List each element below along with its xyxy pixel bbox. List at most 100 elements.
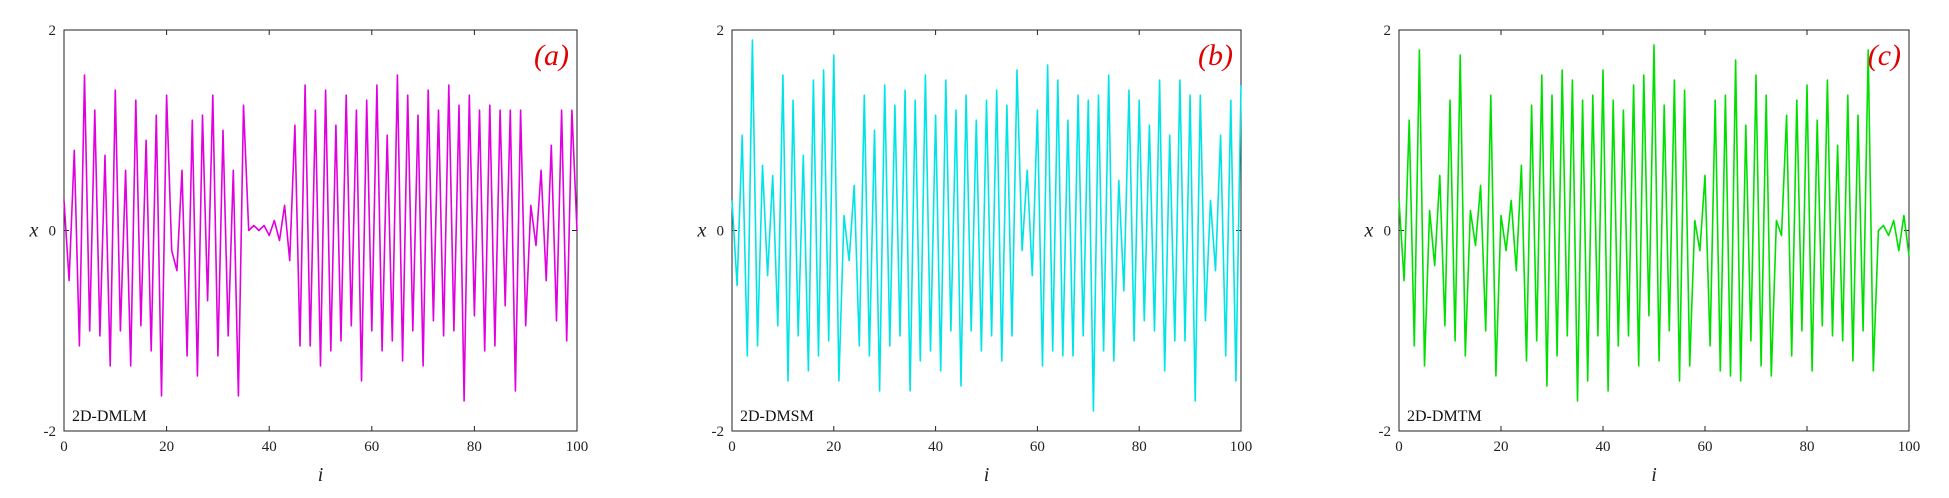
data-point <box>1174 340 1176 342</box>
data-point <box>494 345 496 347</box>
data-point <box>545 280 547 282</box>
data-point <box>1408 119 1410 121</box>
data-point <box>1822 325 1824 327</box>
y-tick-label: 2 <box>49 23 57 39</box>
data-point <box>186 355 188 357</box>
data-point <box>130 365 132 367</box>
data-point <box>197 375 199 377</box>
data-point <box>1786 114 1788 116</box>
data-point <box>1755 74 1757 76</box>
data-point <box>970 330 972 332</box>
data-point <box>340 340 342 342</box>
data-point <box>386 134 388 136</box>
data-point <box>1118 180 1120 182</box>
data-point <box>1607 390 1609 392</box>
map-name-label: 2D-DMSM <box>740 408 814 425</box>
data-point <box>884 84 886 86</box>
data-point <box>304 84 306 86</box>
data-point <box>1006 104 1008 106</box>
data-point <box>1827 79 1829 81</box>
data-point <box>1709 345 1711 347</box>
data-point <box>1505 250 1507 252</box>
data-point <box>156 114 158 116</box>
data-point <box>1618 345 1620 347</box>
data-point <box>1429 210 1431 212</box>
data-point <box>1587 380 1589 382</box>
data-point <box>955 109 957 111</box>
data-point <box>1414 345 1416 347</box>
data-point <box>1658 360 1660 362</box>
data-point <box>1663 104 1665 106</box>
data-point <box>279 240 281 242</box>
x-tick-label: 80 <box>467 439 482 455</box>
data-point <box>115 89 117 91</box>
data-point <box>894 104 896 106</box>
data-point <box>1189 94 1191 96</box>
data-point <box>258 230 260 232</box>
data-point <box>1704 175 1706 177</box>
data-point <box>453 330 455 332</box>
data-point <box>813 79 815 81</box>
data-point <box>1669 330 1671 332</box>
data-point <box>222 129 224 131</box>
data-point <box>120 330 122 332</box>
x-tick-label: 100 <box>566 439 589 455</box>
data-point <box>1597 335 1599 337</box>
data-point <box>1541 74 1543 76</box>
data-point <box>1653 44 1655 46</box>
data-point <box>1730 375 1732 377</box>
data-point <box>1837 144 1839 146</box>
data-point <box>1516 270 1518 272</box>
data-point <box>284 205 286 207</box>
data-point <box>1551 94 1553 96</box>
data-point <box>808 370 810 372</box>
x-axis-label: i <box>1651 464 1657 486</box>
data-point <box>1103 350 1105 352</box>
data-point <box>1475 245 1477 247</box>
data-point <box>525 325 527 327</box>
data-point <box>828 340 830 342</box>
data-point <box>864 94 866 96</box>
data-point <box>1602 69 1604 71</box>
y-tick-label: 0 <box>1384 224 1392 240</box>
data-point <box>1888 235 1890 237</box>
data-point <box>427 89 429 91</box>
x-tick-label: 60 <box>1698 439 1713 455</box>
data-point <box>1546 385 1548 387</box>
data-point <box>772 175 774 177</box>
data-point <box>289 260 291 262</box>
data-point <box>510 109 512 111</box>
data-point <box>1088 99 1090 101</box>
data-point <box>1434 265 1436 267</box>
data-point <box>940 370 942 372</box>
x-tick-label: 40 <box>928 439 943 455</box>
x-tick-label: 60 <box>1030 439 1045 455</box>
data-point <box>1194 400 1196 402</box>
data-point <box>1623 109 1625 111</box>
data-point <box>823 69 825 71</box>
data-point <box>1873 370 1875 372</box>
data-point <box>1531 104 1533 106</box>
y-tick-label: 0 <box>717 224 725 240</box>
data-point <box>1500 215 1502 217</box>
data-point <box>767 275 769 277</box>
data-point <box>1169 134 1171 136</box>
data-point <box>1862 330 1864 332</box>
data-point <box>1449 99 1451 101</box>
data-point <box>315 109 317 111</box>
x-tick-label: 60 <box>364 439 379 455</box>
map-name-label: 2D-DMTM <box>1407 408 1482 425</box>
data-point <box>889 345 891 347</box>
data-point <box>1220 134 1222 136</box>
data-point <box>207 300 209 302</box>
data-point <box>1001 360 1003 362</box>
data-point <box>407 94 409 96</box>
data-point <box>1113 360 1115 362</box>
data-point <box>1521 165 1523 167</box>
data-point <box>1806 84 1808 86</box>
data-point <box>1123 290 1125 292</box>
data-point <box>489 104 491 106</box>
map-name-label: 2D-DMLM <box>72 408 147 425</box>
data-point <box>227 335 229 337</box>
